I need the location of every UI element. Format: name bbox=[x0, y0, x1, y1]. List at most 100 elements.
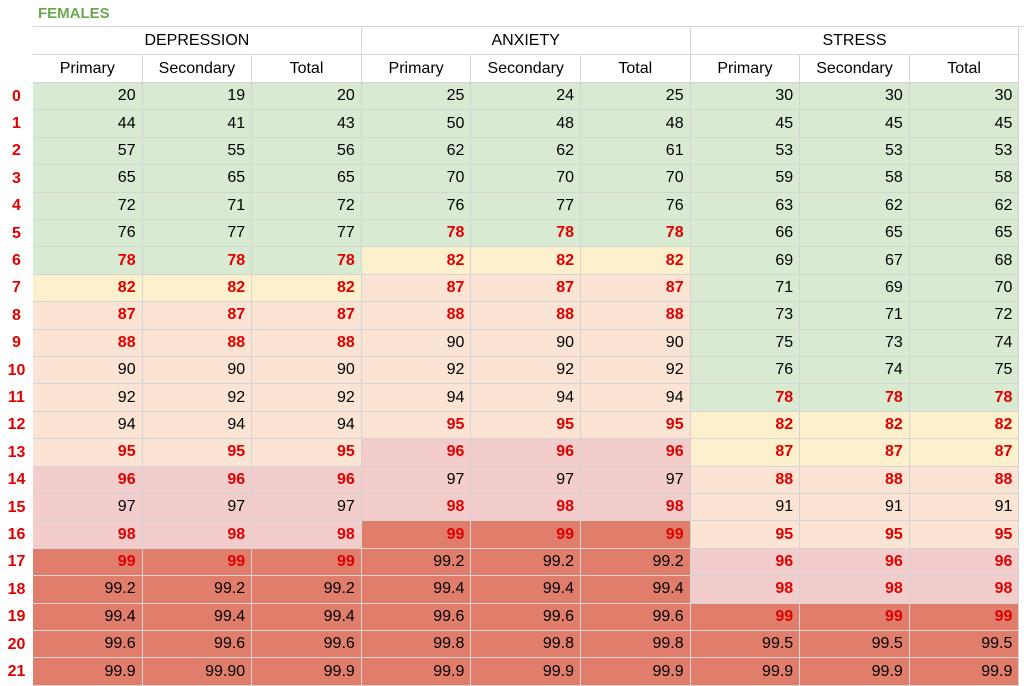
table-cell: 92 bbox=[142, 384, 253, 412]
table-cell: 48 bbox=[471, 110, 581, 138]
table-cell: 99.90 bbox=[142, 658, 253, 686]
group-header: STRESS bbox=[690, 27, 1020, 55]
table-cell: 88 bbox=[361, 302, 472, 330]
table-cell: 95 bbox=[800, 521, 910, 549]
table-cell: 76 bbox=[33, 220, 143, 248]
table-cell: 50 bbox=[361, 110, 472, 138]
table-cell: 99.9 bbox=[471, 658, 581, 686]
table-cell: 65 bbox=[142, 165, 253, 193]
row-label: 3 bbox=[12, 169, 21, 187]
table-cell: 77 bbox=[142, 220, 253, 248]
table-cell: 95 bbox=[909, 521, 1020, 549]
table-cell: 78 bbox=[252, 247, 362, 275]
table-cell: 87 bbox=[690, 439, 801, 467]
row-label: 21 bbox=[7, 663, 26, 681]
table-cell: 82 bbox=[581, 247, 691, 275]
table-cell: 66 bbox=[690, 220, 801, 248]
table-cell: 95 bbox=[142, 439, 253, 467]
column-header: Total bbox=[909, 55, 1020, 83]
table-cell: 99.4 bbox=[142, 603, 253, 631]
table-cell: 99.9 bbox=[800, 658, 910, 686]
table-cell: 99 bbox=[142, 548, 253, 577]
table-cell: 99.4 bbox=[581, 576, 691, 604]
table-cell: 98 bbox=[33, 521, 143, 549]
table-cell: 98 bbox=[581, 494, 691, 522]
row-label: 13 bbox=[7, 443, 26, 461]
row-label: 2 bbox=[12, 142, 21, 160]
table-cell: 96 bbox=[800, 548, 910, 577]
table-cell: 61 bbox=[581, 137, 691, 166]
table-cell: 96 bbox=[33, 466, 143, 494]
table-cell: 76 bbox=[361, 192, 472, 220]
table-cell: 30 bbox=[909, 83, 1020, 111]
column-header: Secondary bbox=[471, 55, 581, 83]
table-cell: 78 bbox=[800, 384, 910, 412]
table-cell: 90 bbox=[361, 329, 472, 357]
table-cell: 98 bbox=[690, 576, 801, 604]
table-cell: 75 bbox=[690, 329, 801, 357]
row-label: 5 bbox=[12, 224, 21, 242]
table-cell: 82 bbox=[909, 411, 1020, 440]
table-cell: 20 bbox=[33, 83, 143, 111]
table-cell: 99.6 bbox=[471, 603, 581, 631]
table-cell: 70 bbox=[581, 165, 691, 193]
table-cell: 99.4 bbox=[471, 576, 581, 604]
table-cell: 70 bbox=[361, 165, 472, 193]
row-label: 14 bbox=[7, 471, 26, 489]
table-cell: 57 bbox=[33, 137, 143, 166]
table-cell: 88 bbox=[581, 302, 691, 330]
table-cell: 19 bbox=[142, 83, 253, 111]
row-label: 9 bbox=[12, 334, 21, 352]
table-cell: 99.9 bbox=[33, 658, 143, 686]
table-cell: 73 bbox=[690, 302, 801, 330]
table-cell: 78 bbox=[361, 220, 472, 248]
table-cell: 55 bbox=[142, 137, 253, 166]
table-cell: 99.5 bbox=[909, 631, 1020, 659]
table-cell: 94 bbox=[581, 384, 691, 412]
table-cell: 71 bbox=[690, 274, 801, 303]
table-cell: 65 bbox=[800, 220, 910, 248]
table-cell: 99.8 bbox=[471, 631, 581, 659]
table-cell: 97 bbox=[33, 494, 143, 522]
table-cell: 95 bbox=[581, 411, 691, 440]
table-cell: 25 bbox=[581, 83, 691, 111]
group-header: ANXIETY bbox=[361, 27, 691, 55]
table-cell: 99 bbox=[581, 521, 691, 549]
row-label: 0 bbox=[12, 87, 21, 105]
table-cell: 98 bbox=[909, 576, 1020, 604]
table-cell: 99.5 bbox=[690, 631, 801, 659]
table-cell: 30 bbox=[690, 83, 801, 111]
table-cell: 77 bbox=[471, 192, 581, 220]
column-header: Primary bbox=[361, 55, 472, 83]
table-cell: 45 bbox=[909, 110, 1020, 138]
table-cell: 53 bbox=[909, 137, 1020, 166]
table-cell: 82 bbox=[33, 274, 143, 303]
table-cell: 87 bbox=[909, 439, 1020, 467]
table-cell: 41 bbox=[142, 110, 253, 138]
table-cell: 48 bbox=[581, 110, 691, 138]
table-cell: 99.8 bbox=[361, 631, 472, 659]
table-cell: 94 bbox=[252, 411, 362, 440]
table-cell: 99.6 bbox=[33, 631, 143, 659]
table-cell: 88 bbox=[252, 329, 362, 357]
table-cell: 96 bbox=[252, 466, 362, 494]
table-cell: 45 bbox=[800, 110, 910, 138]
table-cell: 90 bbox=[142, 357, 253, 385]
table-cell: 99.9 bbox=[909, 658, 1020, 686]
table-cell: 78 bbox=[690, 384, 801, 412]
row-label: 19 bbox=[7, 608, 26, 626]
table-cell: 88 bbox=[142, 329, 253, 357]
table-cell: 95 bbox=[471, 411, 581, 440]
table-cell: 99.2 bbox=[142, 576, 253, 604]
table-cell: 82 bbox=[252, 274, 362, 303]
table-cell: 99.5 bbox=[800, 631, 910, 659]
table-cell: 78 bbox=[471, 220, 581, 248]
table-cell: 87 bbox=[33, 302, 143, 330]
table-cell: 99.9 bbox=[361, 658, 472, 686]
table-cell: 90 bbox=[252, 357, 362, 385]
row-label: 12 bbox=[7, 416, 26, 434]
row-label: 17 bbox=[7, 553, 26, 571]
table-cell: 82 bbox=[142, 274, 253, 303]
table-cell: 53 bbox=[800, 137, 910, 166]
table-cell: 88 bbox=[690, 466, 801, 494]
